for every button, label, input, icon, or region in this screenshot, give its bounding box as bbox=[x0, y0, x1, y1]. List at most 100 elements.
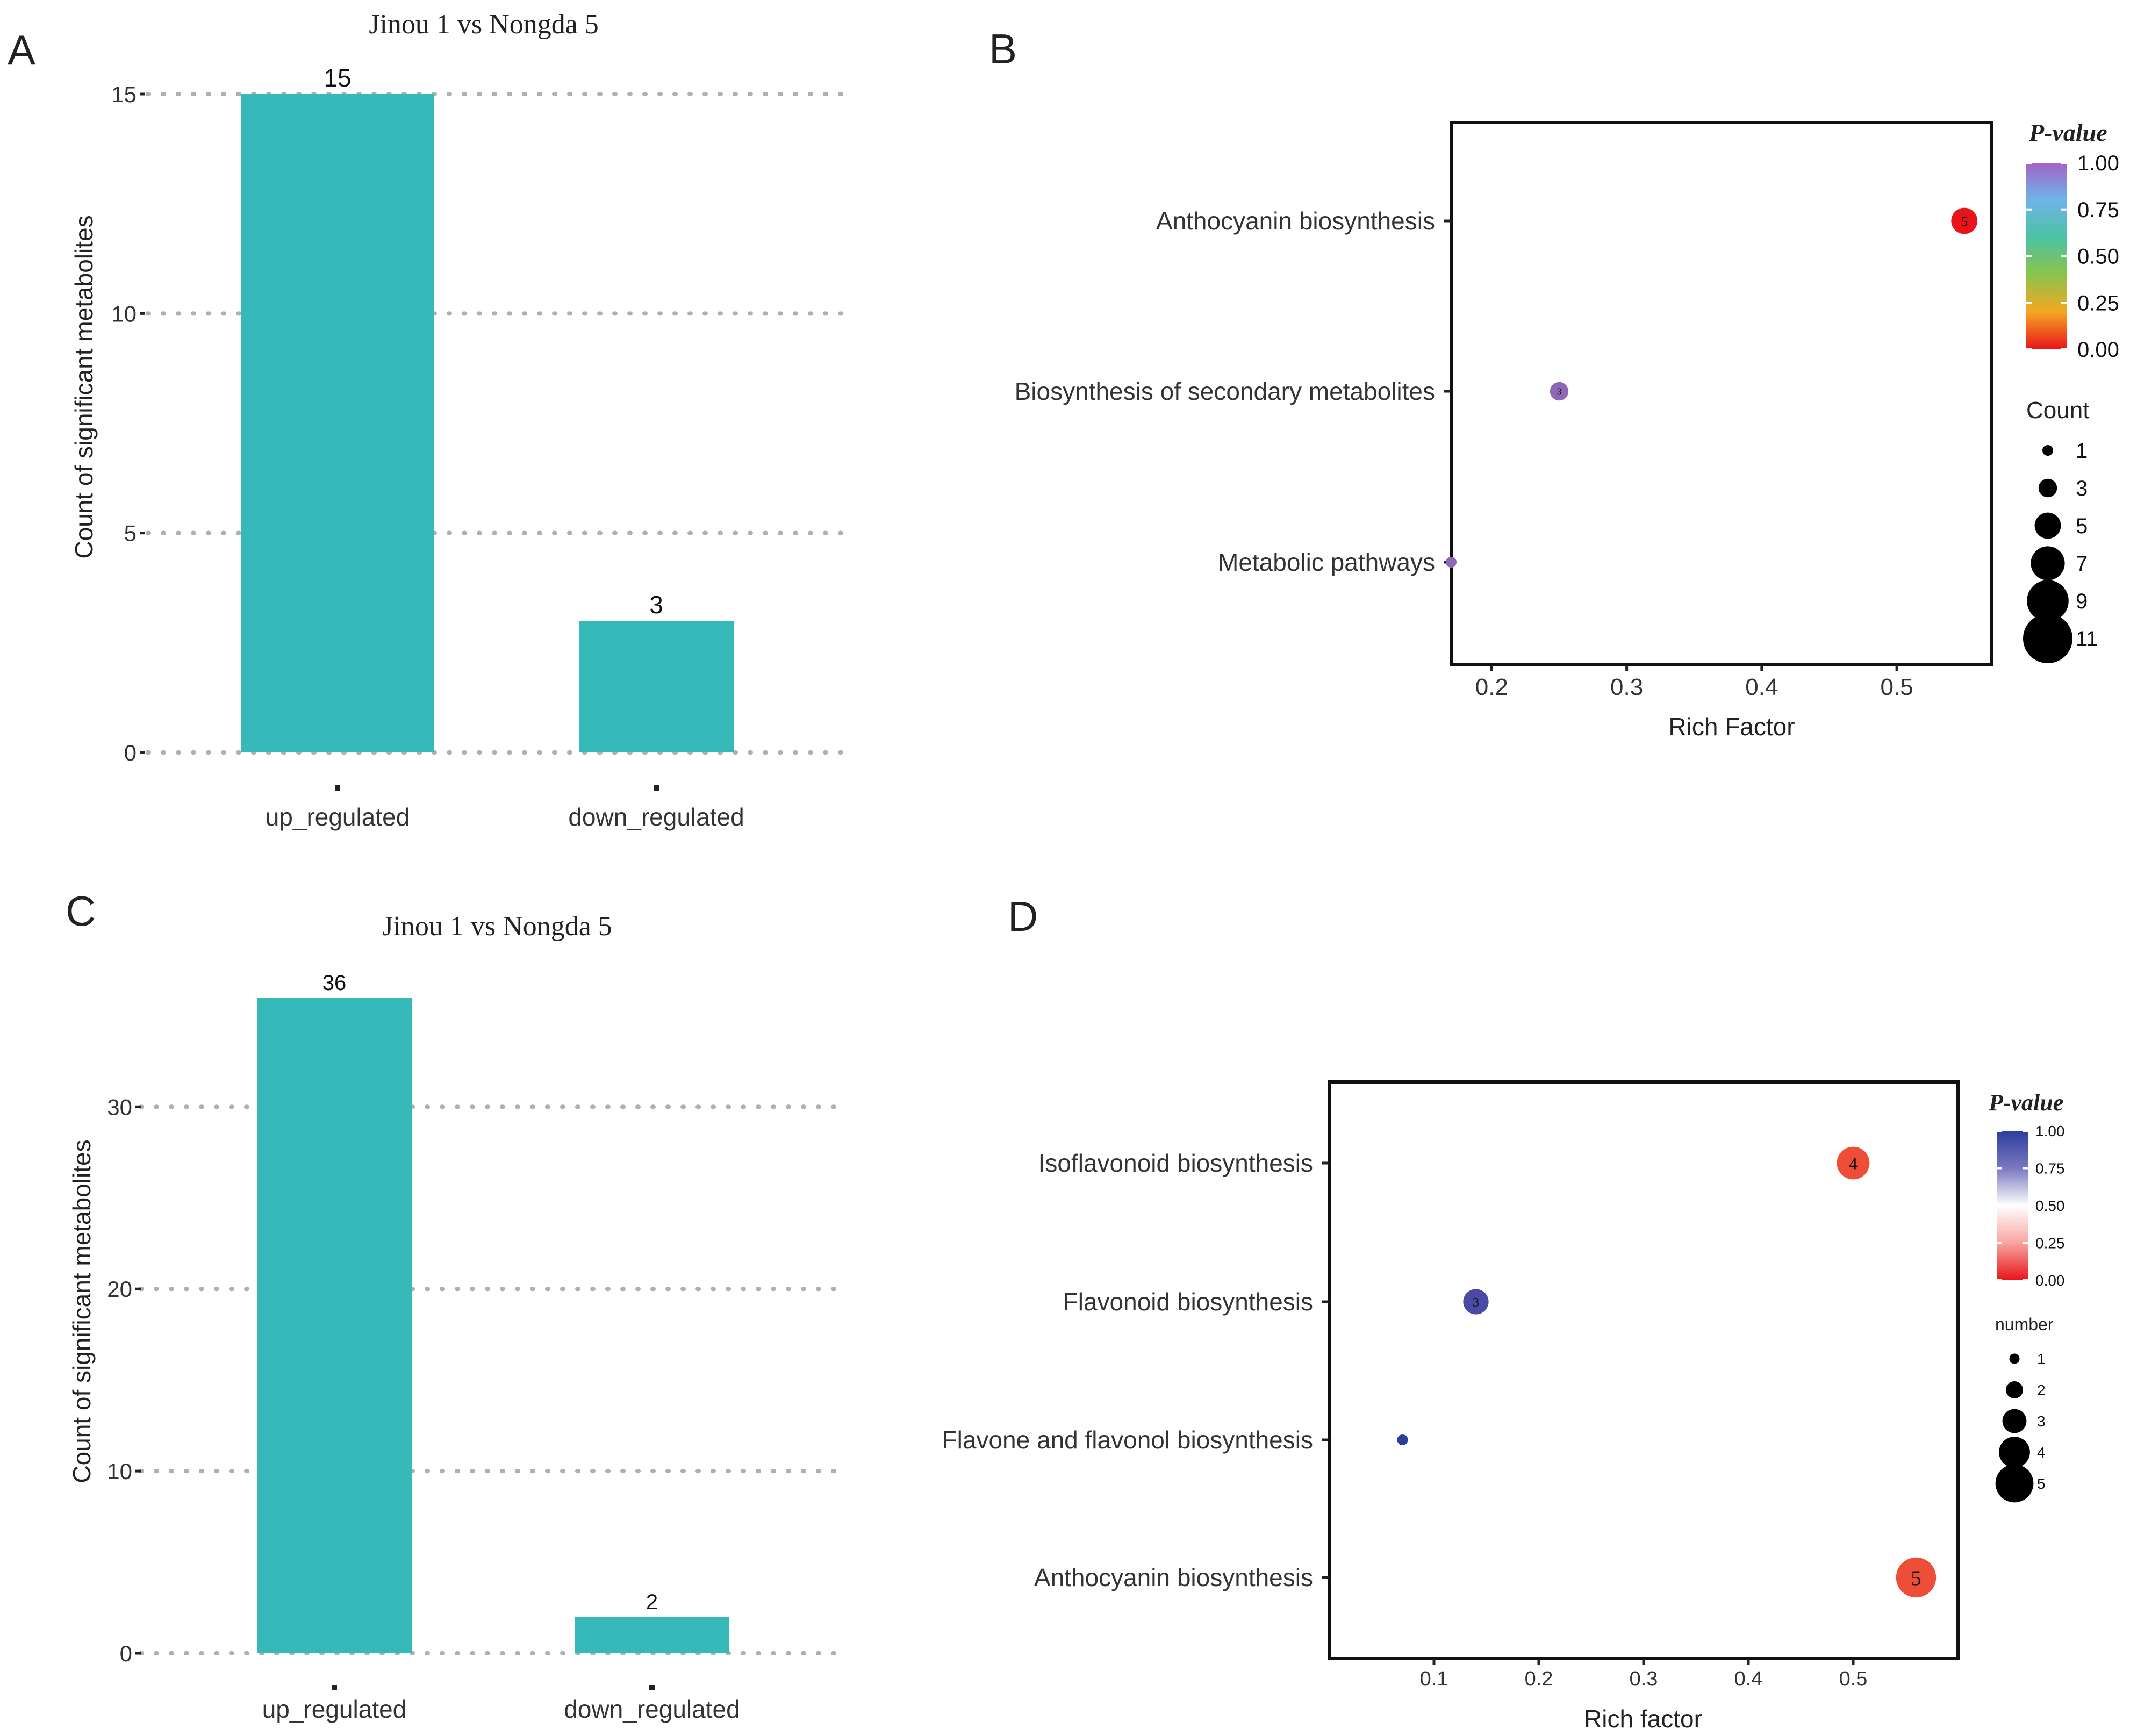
point-anthocyanin-biosynthesis bbox=[1951, 207, 1978, 234]
size-legend-label-3: 3 bbox=[2076, 477, 2088, 500]
data-label-down-regulated: 3 bbox=[649, 591, 663, 619]
bar-up-regulated bbox=[241, 94, 434, 752]
panel-letter-d: D bbox=[1008, 893, 1038, 940]
size-legend-label-4: 4 bbox=[2037, 1444, 2046, 1461]
y-tick-label-flavonoid-biosynthesis: Flavonoid biosynthesis bbox=[1063, 1288, 1313, 1316]
y-tick-label-isoflavonoid-biosynthesis: Isoflavonoid biosynthesis bbox=[1038, 1149, 1313, 1177]
point-metabolic-pathways bbox=[1446, 557, 1457, 568]
size-legend-label-7: 7 bbox=[2076, 552, 2088, 576]
pvalue-tick-label-0.75: 0.75 bbox=[2077, 198, 2119, 222]
x-tick-mark-up-regulated bbox=[332, 1685, 337, 1690]
size-legend-dot-1 bbox=[2009, 1353, 2020, 1364]
size-legend-label-2: 2 bbox=[2037, 1382, 2046, 1398]
x-tick-label-up-regulated: up_regulated bbox=[262, 1695, 407, 1723]
x-tick-label-0.5: 0.5 bbox=[1881, 674, 1913, 700]
bar-up-regulated bbox=[257, 998, 412, 1653]
size-legend-dot-1 bbox=[2042, 445, 2053, 456]
point-isoflavonoid-biosynthesis bbox=[1837, 1146, 1870, 1180]
y-tick-label-5: 5 bbox=[124, 521, 137, 546]
chart-d-xlabel: Rich factor bbox=[1584, 1705, 1702, 1733]
size-legend-label-1: 1 bbox=[2037, 1351, 2046, 1367]
size-legend-label-9: 9 bbox=[2076, 590, 2088, 613]
size-legend-dot-9 bbox=[2027, 580, 2069, 622]
data-label-up-regulated: 36 bbox=[322, 971, 347, 995]
size-legend-label-3: 3 bbox=[2037, 1413, 2046, 1430]
point-label-anthocyanin-biosynthesis: 5 bbox=[1961, 213, 1968, 229]
chart-b-xlabel: Rich Factor bbox=[1668, 713, 1795, 741]
x-tick-label-0.4: 0.4 bbox=[1745, 674, 1778, 700]
size-legend-label-5: 5 bbox=[2076, 514, 2088, 538]
size-legend-label-11: 11 bbox=[2076, 627, 2098, 651]
y-tick-label-anthocyanin-biosynthesis: Anthocyanin biosynthesis bbox=[1156, 207, 1435, 235]
pvalue-tick-label-1.00: 1.00 bbox=[2035, 1123, 2065, 1139]
chart-b: 0.2 0.3 0.4 0.5 Anthocyanin biosynthesis Bios… bbox=[1015, 121, 2119, 700]
pvalue-tick-label-0.25: 0.25 bbox=[2035, 1235, 2065, 1251]
chart-c-title: Jinou 1 vs Nongda 5 bbox=[382, 911, 612, 942]
chart-a: 0 5 10 15 15 up_regulated 3 down_regulated bbox=[111, 64, 849, 831]
bar-down-regulated bbox=[579, 621, 734, 752]
size-legend-dot-5 bbox=[2034, 512, 2061, 539]
x-tick-mark-down-regulated bbox=[649, 1685, 655, 1690]
pvalue-tick-label-0.25: 0.25 bbox=[2077, 291, 2119, 315]
x-tick-label-down-regulated: down_regulated bbox=[564, 1695, 740, 1723]
y-tick-label-0: 0 bbox=[124, 740, 137, 765]
data-label-up-regulated: 15 bbox=[324, 64, 351, 92]
legend-d-number-title: number bbox=[1995, 1315, 2054, 1334]
y-tick-label-metabolic-pathways: Metabolic pathways bbox=[1218, 548, 1435, 576]
x-tick-label-0.3: 0.3 bbox=[1630, 1668, 1658, 1690]
chart-d: 0.1 0.2 0.3 0.4 0.5 Isoflavonoid biosynthesis… bbox=[942, 1080, 2065, 1690]
chart-a-ylabel: Count of significant metabolites bbox=[70, 215, 98, 558]
chart-a-title: Jinou 1 vs Nongda 5 bbox=[369, 9, 599, 40]
panel-letter-c: C bbox=[66, 887, 96, 935]
size-legend-dot-11 bbox=[2023, 614, 2072, 663]
pvalue-tick-label-0.50: 0.50 bbox=[2035, 1197, 2065, 1214]
plot-panel-border bbox=[1450, 121, 1993, 666]
point-flavonoid-biosynthesis bbox=[1463, 1289, 1489, 1315]
x-tick-label-0.2: 0.2 bbox=[1475, 674, 1508, 700]
panel-letter-a: A bbox=[8, 26, 35, 74]
size-legend-dot-5 bbox=[1995, 1464, 2034, 1503]
y-tick-label-10: 10 bbox=[107, 1459, 132, 1484]
x-tick-mark-up-regulated bbox=[335, 785, 340, 791]
x-tick-label-0.3: 0.3 bbox=[1610, 674, 1643, 700]
pvalue-tick-label-1.00: 1.00 bbox=[2077, 152, 2119, 175]
y-tick-label-biosynthesis-of-secondary-metabolites: Biosynthesis of secondary metabolites bbox=[1015, 377, 1435, 405]
point-anthocyanin-biosynthesis bbox=[1896, 1557, 1937, 1598]
y-tick-label-30: 30 bbox=[107, 1094, 132, 1120]
x-tick-label-0.4: 0.4 bbox=[1734, 1668, 1763, 1690]
legend-b-count-title: Count bbox=[2026, 397, 2089, 424]
x-tick-label-0.5: 0.5 bbox=[1839, 1668, 1868, 1690]
size-legend-dot-4 bbox=[1999, 1437, 2030, 1468]
size-legend-dot-7 bbox=[2031, 546, 2065, 580]
pvalue-tick-label-0.50: 0.50 bbox=[2077, 245, 2119, 269]
point-label-anthocyanin-biosynthesis: 5 bbox=[1911, 1567, 1921, 1590]
point-label-biosynthesis-of-secondary-metabolites: 3 bbox=[1557, 386, 1561, 397]
bar-down-regulated bbox=[575, 1617, 729, 1653]
point-label-flavonoid-biosynthesis: 3 bbox=[1473, 1295, 1479, 1310]
size-legend-label-5: 5 bbox=[2037, 1475, 2046, 1492]
point-label-isoflavonoid-biosynthesis: 4 bbox=[1849, 1154, 1858, 1173]
y-tick-label-15: 15 bbox=[111, 82, 137, 107]
legend-b-pvalue-title: P-value bbox=[2028, 119, 2107, 146]
point-flavone-and-flavonol-biosynthesis bbox=[1397, 1434, 1408, 1445]
x-tick-label-0.2: 0.2 bbox=[1525, 1668, 1553, 1690]
size-legend-dot-3 bbox=[2002, 1409, 2027, 1433]
y-tick-label-0: 0 bbox=[120, 1641, 132, 1666]
pvalue-tick-label-0.00: 0.00 bbox=[2035, 1272, 2065, 1289]
pvalue-tick-label-0.00: 0.00 bbox=[2077, 338, 2119, 362]
point-biosynthesis-of-secondary-metabolites bbox=[1550, 382, 1569, 401]
y-tick-label-flavone-and-flavonol-biosynthesis: Flavone and flavonol biosynthesis bbox=[942, 1426, 1313, 1454]
size-legend-dot-2 bbox=[2006, 1381, 2023, 1398]
x-tick-mark-down-regulated bbox=[654, 785, 659, 791]
chart-c-ylabel: Count of significant metabolites bbox=[68, 1139, 96, 1483]
x-tick-label-0.1: 0.1 bbox=[1420, 1668, 1448, 1690]
y-tick-label-20: 20 bbox=[107, 1276, 132, 1302]
data-label-down-regulated: 2 bbox=[646, 1590, 658, 1614]
x-tick-label-down-regulated: down_regulated bbox=[568, 803, 744, 831]
legend-d-pvalue-title: P-value bbox=[1988, 1089, 2063, 1116]
panel-letter-b: B bbox=[989, 25, 1017, 73]
pvalue-colorbar bbox=[2026, 163, 2067, 349]
size-legend-dot-3 bbox=[2038, 478, 2057, 498]
x-tick-label-up-regulated: up_regulated bbox=[266, 803, 410, 831]
